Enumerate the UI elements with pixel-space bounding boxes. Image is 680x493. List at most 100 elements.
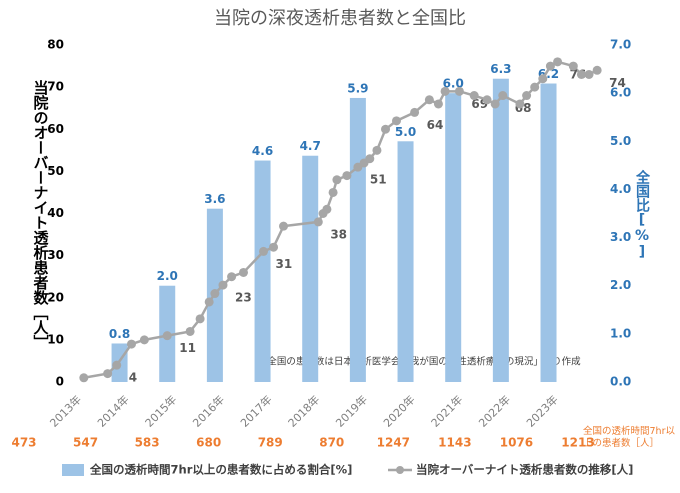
- line-marker: [112, 360, 122, 370]
- line-marker: [227, 272, 237, 282]
- bar: [254, 160, 271, 382]
- line-marker: [372, 145, 382, 155]
- line-value-label: 23: [235, 291, 252, 305]
- line-marker: [424, 95, 434, 105]
- line-marker: [79, 373, 89, 383]
- y2-tick-label: 5.0: [610, 134, 631, 148]
- x-tick-label: 2013年: [47, 392, 84, 429]
- line-marker: [433, 99, 443, 109]
- line-marker: [139, 335, 149, 345]
- bar: [302, 155, 319, 382]
- line-marker: [592, 65, 602, 75]
- y-tick-label: 0: [56, 375, 64, 389]
- national-count: 870: [319, 436, 344, 450]
- national-count: 789: [258, 436, 283, 450]
- bar: [349, 97, 366, 382]
- line-marker: [259, 246, 269, 256]
- line-marker: [195, 314, 205, 324]
- line-value-label: 74: [609, 76, 626, 90]
- line-marker: [410, 107, 420, 117]
- line-marker: [328, 187, 338, 197]
- line-marker: [553, 57, 563, 67]
- line-marker: [515, 99, 525, 109]
- line-marker: [238, 267, 248, 277]
- y-axis-label: 当院のオーバーナイト透析患者数［人］: [32, 79, 50, 350]
- line-marker: [498, 91, 508, 101]
- line-value-label: 64: [427, 118, 444, 132]
- line-value-label: 31: [276, 257, 293, 271]
- line-marker: [269, 242, 279, 252]
- y-tick-label: 10: [47, 332, 64, 346]
- line-marker: [490, 99, 500, 109]
- line-marker: [342, 171, 352, 181]
- x-tick-label: 2023年: [523, 392, 560, 429]
- x-tick-label: 2021年: [428, 392, 465, 429]
- bar-value-label: 5.0: [395, 125, 416, 139]
- national-count: 583: [135, 436, 160, 450]
- y-tick-label: 20: [47, 290, 64, 304]
- national-count: 1143: [438, 436, 471, 450]
- line-marker: [454, 86, 464, 96]
- bar: [397, 141, 414, 382]
- y2-tick-label: 0.0: [610, 375, 631, 389]
- legend-swatch: [396, 466, 404, 474]
- x-tick-label: 2016年: [190, 392, 227, 429]
- line-marker: [204, 297, 214, 307]
- line-marker: [332, 175, 342, 185]
- x-tick-label: 2018年: [285, 392, 322, 429]
- y-tick-label: 30: [47, 248, 64, 262]
- y-tick-label: 70: [47, 80, 64, 94]
- national-count: 680: [196, 436, 221, 450]
- national-count: 1076: [500, 436, 533, 450]
- line-marker: [218, 280, 228, 290]
- line-marker: [322, 204, 332, 214]
- bar-value-label: 0.8: [109, 327, 130, 341]
- x-tick-label: 2015年: [142, 392, 179, 429]
- line-marker: [538, 74, 548, 84]
- x-tick-label: 2014年: [94, 392, 131, 429]
- x-tick-label: 2020年: [380, 392, 417, 429]
- line-marker: [440, 86, 450, 96]
- legend-swatch: [62, 464, 84, 476]
- line-marker: [381, 124, 391, 134]
- line-marker: [545, 61, 555, 71]
- line-value-label: 4: [129, 371, 137, 385]
- legend-label: 当院オーバーナイト透析患者数の推移[人]: [416, 463, 633, 477]
- line-marker: [469, 91, 479, 101]
- bar-value-label: 6.3: [490, 62, 511, 76]
- national-count: 547: [73, 436, 98, 450]
- chart-title: 当院の深夜透析患者数と全国比: [214, 8, 466, 29]
- y2-tick-label: 2.0: [610, 278, 631, 292]
- bar: [540, 83, 557, 382]
- line-value-label: 51: [370, 173, 387, 187]
- line-marker: [568, 61, 578, 71]
- national-count-caption: 全国の透析時間7hr以上の患者数［人］: [583, 426, 675, 449]
- line-marker: [279, 221, 289, 231]
- national-count: 1213: [561, 436, 594, 450]
- bar: [445, 93, 462, 383]
- national-count: 473: [11, 436, 36, 450]
- line-marker: [126, 339, 136, 349]
- line-marker: [162, 331, 172, 341]
- x-tick-label: 2017年: [237, 392, 274, 429]
- y2-tick-label: 3.0: [610, 230, 631, 244]
- bar-value-label: 3.6: [204, 192, 225, 206]
- line-marker: [103, 369, 113, 379]
- y-tick-label: 50: [47, 164, 64, 178]
- line-value-label: 38: [330, 227, 347, 241]
- line-marker: [365, 154, 375, 164]
- line-marker: [313, 217, 323, 227]
- line-marker: [576, 69, 586, 79]
- line-marker: [482, 95, 492, 105]
- x-tick-label: 2022年: [476, 392, 513, 429]
- bar-value-label: 2.0: [157, 269, 178, 283]
- y2-tick-label: 6.0: [610, 86, 631, 100]
- bar-value-label: 5.9: [347, 81, 368, 95]
- y2-tick-label: 1.0: [610, 326, 631, 340]
- line-marker: [530, 82, 540, 92]
- y-tick-label: 60: [47, 122, 64, 136]
- y2-axis-label: 全国比[%]: [634, 169, 651, 260]
- line-marker: [210, 289, 220, 299]
